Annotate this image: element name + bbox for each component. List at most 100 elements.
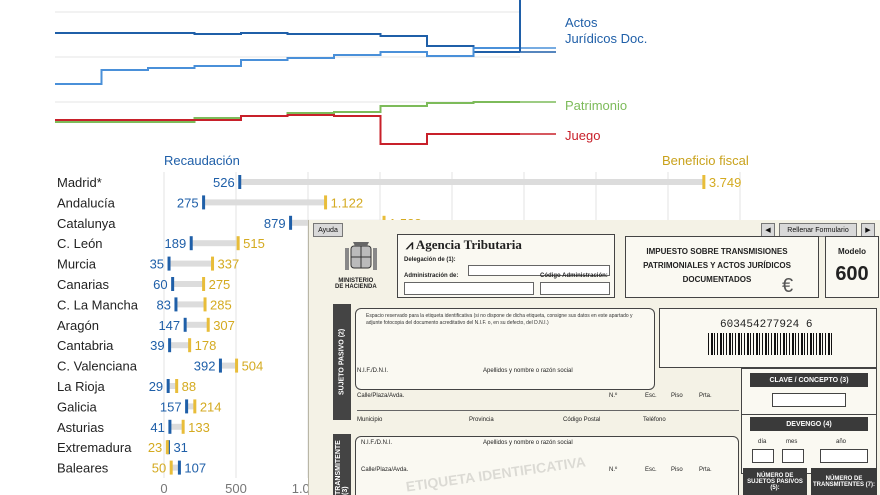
recaudacion-value: 83 bbox=[156, 297, 170, 312]
beneficio-value: 307 bbox=[213, 318, 235, 333]
recaudacion-value: 41 bbox=[150, 420, 164, 435]
devengo-box: DEVENGO (4) día mes año bbox=[741, 414, 877, 474]
esc-label: Esc. bbox=[645, 393, 657, 399]
delegacion-field[interactable] bbox=[468, 265, 610, 276]
codigo-admin-field[interactable] bbox=[540, 282, 610, 295]
transmitente-box bbox=[355, 436, 739, 495]
beneficio-mark bbox=[236, 236, 240, 251]
euro-icon: € bbox=[782, 275, 794, 297]
beneficio-mark bbox=[188, 338, 192, 353]
recaudacion-mark bbox=[202, 195, 206, 210]
range-bar bbox=[169, 342, 190, 349]
beneficio-mark bbox=[203, 297, 207, 312]
range-bar bbox=[169, 260, 213, 267]
beneficio-mark bbox=[175, 379, 179, 393]
recaudacion-value: 39 bbox=[150, 338, 164, 353]
range-bar bbox=[185, 321, 209, 328]
range-bar bbox=[169, 423, 184, 430]
beneficio-mark bbox=[324, 195, 328, 210]
series-label-3: Juego bbox=[565, 128, 600, 143]
agencia-box: ⩘ Agencia Tributaria Delegación de (1): … bbox=[397, 234, 615, 298]
recaudacion-value: 107 bbox=[184, 461, 206, 476]
transmitente-sidebar: TRANSMITENTE (3) bbox=[333, 434, 351, 495]
ano-field[interactable] bbox=[820, 449, 868, 463]
beneficio-mark bbox=[181, 419, 185, 434]
clave-concepto-field[interactable] bbox=[772, 393, 846, 407]
series-line-3 bbox=[55, 114, 520, 145]
category-label: Asturias bbox=[57, 420, 104, 435]
beneficio-mark bbox=[211, 256, 215, 271]
category-label: C. Valenciana bbox=[57, 359, 138, 374]
recaudacion-value: 275 bbox=[177, 195, 199, 210]
clave-box: CLAVE / CONCEPTO (3) bbox=[741, 368, 877, 422]
ayuda-button[interactable]: Ayuda bbox=[313, 223, 343, 237]
category-label: C. León bbox=[57, 236, 103, 251]
range-bar bbox=[191, 240, 239, 247]
beneficio-value: 504 bbox=[242, 359, 264, 374]
dia-field[interactable] bbox=[752, 449, 774, 463]
mes-label: mes bbox=[786, 439, 798, 445]
prev-arrow-icon[interactable]: ◀ bbox=[761, 223, 775, 237]
beneficio-value: 1.122 bbox=[331, 195, 364, 210]
beneficio-mark bbox=[169, 460, 173, 475]
esc-label-2: Esc. bbox=[645, 467, 657, 473]
beneficio-mark bbox=[193, 399, 197, 414]
barcode-icon bbox=[708, 333, 834, 355]
recaudacion-mark bbox=[167, 256, 171, 271]
category-label: Aragón bbox=[57, 318, 99, 333]
recaudacion-mark bbox=[174, 297, 178, 312]
recaudacion-mark bbox=[238, 175, 242, 189]
range-bar bbox=[239, 179, 704, 185]
agencia-logo-icon: ⩘ bbox=[406, 237, 416, 252]
category-label: La Rioja bbox=[57, 379, 105, 394]
administracion-field[interactable] bbox=[404, 282, 534, 295]
devengo-label: DEVENGO (4) bbox=[750, 417, 868, 431]
recaudacion-mark bbox=[289, 215, 293, 230]
mes-field[interactable] bbox=[782, 449, 804, 463]
beneficio-value: 178 bbox=[195, 338, 217, 353]
recaudacion-mark bbox=[171, 277, 175, 291]
recaudacion-value: 879 bbox=[264, 216, 286, 231]
numero-label: N.º bbox=[609, 393, 618, 399]
piso-label-2: Piso bbox=[671, 467, 683, 473]
municipio-label: Municipio bbox=[357, 417, 383, 423]
calle-label-2: Calle/Plaza/Avda. bbox=[361, 467, 409, 473]
clave-concepto-label: CLAVE / CONCEPTO (3) bbox=[750, 373, 868, 387]
recaudacion-value: 526 bbox=[213, 175, 235, 190]
modelo-box: Modelo 600 bbox=[825, 236, 879, 298]
beneficio-value: 275 bbox=[209, 277, 231, 292]
beneficio-value: 88 bbox=[182, 379, 196, 394]
recaudacion-mark bbox=[177, 460, 181, 475]
recaudacion-value: 392 bbox=[194, 359, 216, 374]
barcode-number: 603454277924 6 bbox=[720, 319, 813, 331]
administracion-label: Administración de: bbox=[404, 273, 459, 279]
nif-label-2: N.I.F./D.N.I. bbox=[361, 440, 393, 446]
series-label-0: Actos bbox=[565, 15, 598, 30]
apellidos-label: Apellidos y nombre o razón social bbox=[483, 368, 573, 374]
recaudacion-mark bbox=[218, 358, 222, 373]
telefono-label: Teléfono bbox=[643, 417, 666, 423]
recaudacion-mark bbox=[166, 379, 170, 393]
calle-label: Calle/Plaza/Avda. bbox=[357, 393, 405, 399]
next-arrow-icon[interactable]: ▶ bbox=[861, 223, 875, 237]
num-sujetos-label: NÚMERO DE SUJETOS PASIVOS (5): bbox=[743, 468, 807, 495]
recaudacion-value: 31 bbox=[173, 440, 187, 455]
rellenar-formulario-button[interactable]: Rellenar Formulario bbox=[779, 223, 857, 237]
codigo-admin-label: Código Administración: bbox=[540, 273, 608, 279]
barcode-box: 603454277924 6 bbox=[659, 308, 877, 368]
series-label-2: Patrimonio bbox=[565, 98, 627, 113]
etiqueta-box: Espacio reservado para la etiqueta ident… bbox=[355, 308, 655, 390]
recaudacion-mark bbox=[189, 236, 193, 251]
nif-label: N.I.F./D.N.I. bbox=[357, 368, 389, 374]
provincia-label: Provincia bbox=[469, 417, 494, 423]
beneficio-value: 515 bbox=[243, 236, 265, 251]
calle-field[interactable] bbox=[357, 410, 739, 411]
range-bar bbox=[172, 281, 204, 287]
category-label: Murcia bbox=[57, 257, 97, 272]
category-label: Catalunya bbox=[57, 216, 116, 231]
range-bar bbox=[186, 403, 195, 410]
range-bar bbox=[175, 301, 206, 308]
range-bar bbox=[203, 199, 326, 206]
range-bar bbox=[220, 362, 237, 369]
